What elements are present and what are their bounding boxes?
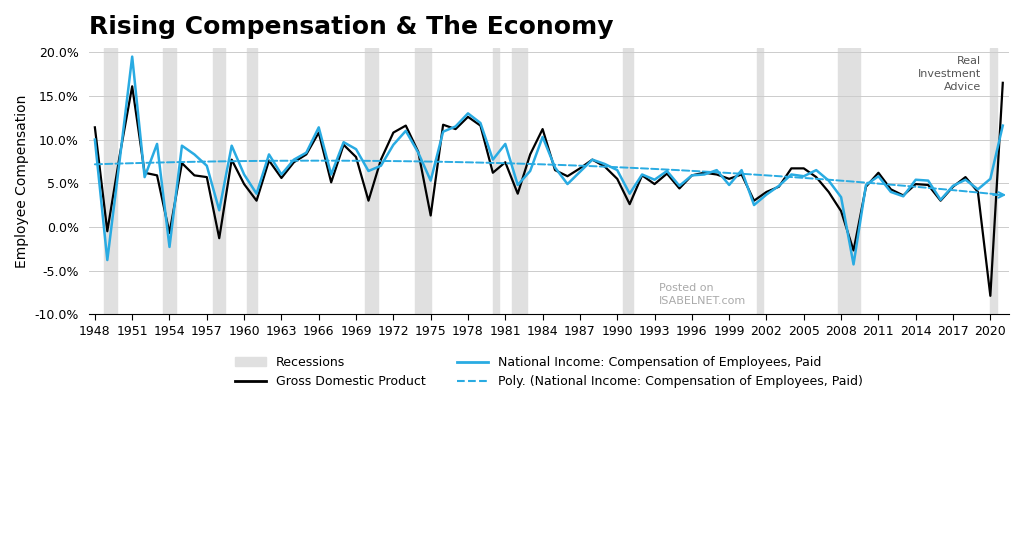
Bar: [493, 48, 499, 314]
Text: Posted on: Posted on: [659, 283, 714, 293]
Bar: [838, 48, 860, 314]
Text: Rising Compensation & The Economy: Rising Compensation & The Economy: [89, 15, 613, 39]
Bar: [512, 48, 527, 314]
Text: ISABELNET.com: ISABELNET.com: [659, 296, 746, 306]
Y-axis label: Employee Compensation: Employee Compensation: [15, 94, 29, 268]
Bar: [415, 48, 431, 314]
Bar: [990, 48, 996, 314]
Bar: [624, 48, 633, 314]
Bar: [213, 48, 225, 314]
Bar: [104, 48, 117, 314]
Text: Real
Investment
Advice: Real Investment Advice: [919, 56, 981, 92]
Bar: [757, 48, 763, 314]
Bar: [163, 48, 176, 314]
Bar: [247, 48, 257, 314]
Legend: Recessions, Gross Domestic Product, National Income: Compensation of Employees, : Recessions, Gross Domestic Product, Nati…: [229, 351, 868, 393]
Bar: [366, 48, 378, 314]
